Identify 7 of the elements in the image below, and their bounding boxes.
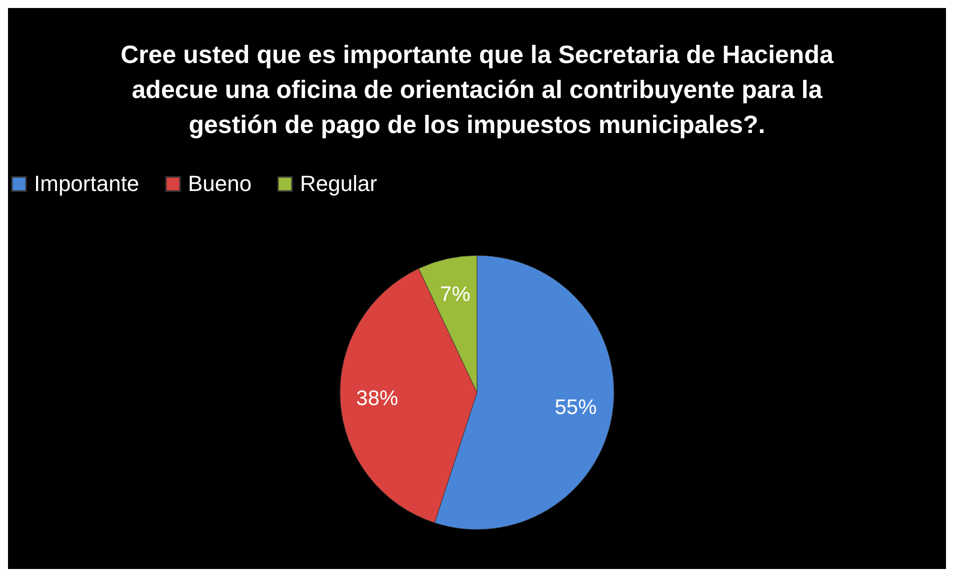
legend-label: Regular [300,171,378,196]
chart-title: Cree usted que es importante que la Secretaria de Hacienda adecue una oficina de orientación al contribuyente para la gestión de pago de los impuestos municipales?. [120,40,834,141]
data-label: 7% [440,282,470,306]
legend-label: Importante [34,171,140,196]
data-label: 55% [554,396,597,420]
data-label: 38% [356,386,398,410]
legend-label: Bueno [188,171,252,196]
